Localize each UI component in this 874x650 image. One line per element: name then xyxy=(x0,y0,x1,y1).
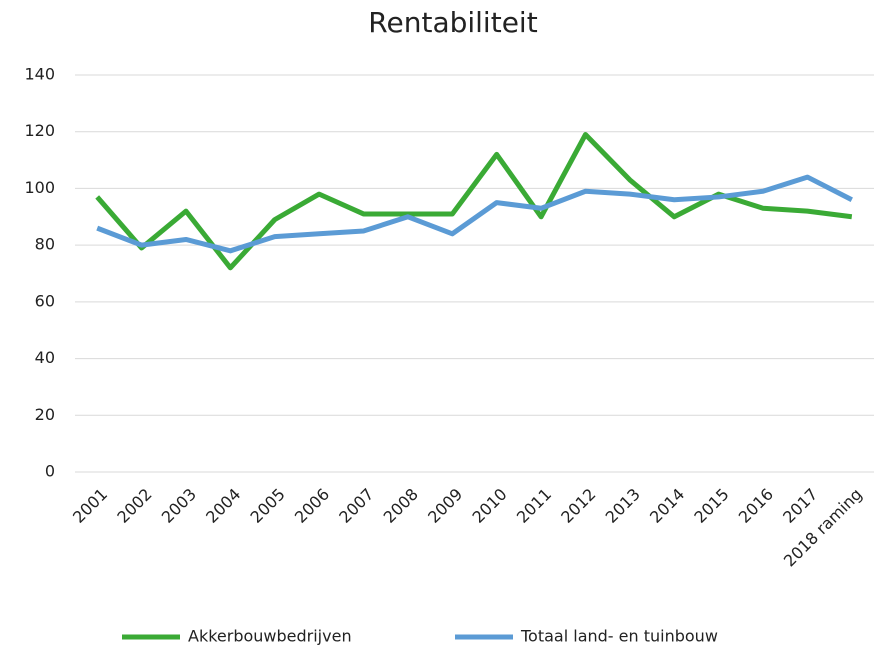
y-tick-label: 40 xyxy=(35,348,55,367)
x-tick-label: 2017 xyxy=(779,485,821,527)
chart-title: Rentabiliteit xyxy=(368,6,537,39)
legend-label: Totaal land- en tuinbouw xyxy=(520,627,718,646)
x-tick-label: 2009 xyxy=(424,485,466,527)
x-tick-label: 2018 raming xyxy=(780,485,866,571)
y-tick-label: 60 xyxy=(35,291,55,310)
x-tick-label: 2010 xyxy=(468,485,510,527)
x-tick-label: 2013 xyxy=(602,485,644,527)
line-series xyxy=(96,174,853,254)
x-tick-label: 2006 xyxy=(291,485,333,527)
x-tick-label: 2005 xyxy=(247,485,289,527)
x-tick-label: 2002 xyxy=(113,485,155,527)
x-tick-label: 2007 xyxy=(335,485,377,527)
y-tick-label: 0 xyxy=(45,462,55,481)
x-tick-label: 2014 xyxy=(646,485,688,527)
y-tick-label: 20 xyxy=(35,405,55,424)
x-tick-label: 2003 xyxy=(158,485,200,527)
x-tick-label: 2004 xyxy=(202,485,244,527)
y-tick-label: 120 xyxy=(24,121,55,140)
x-tick-label: 2012 xyxy=(557,485,599,527)
x-tick-label: 2016 xyxy=(735,485,777,527)
y-tick-label: 100 xyxy=(24,178,55,197)
x-tick-label: 2008 xyxy=(380,485,422,527)
y-tick-label: 80 xyxy=(35,235,55,254)
y-tick-label: 140 xyxy=(24,65,55,84)
x-tick-label: 2001 xyxy=(69,485,111,527)
x-tick-label: 2015 xyxy=(690,485,732,527)
legend-label: Akkerbouwbedrijven xyxy=(188,627,352,646)
x-tick-label: 2011 xyxy=(513,485,555,527)
